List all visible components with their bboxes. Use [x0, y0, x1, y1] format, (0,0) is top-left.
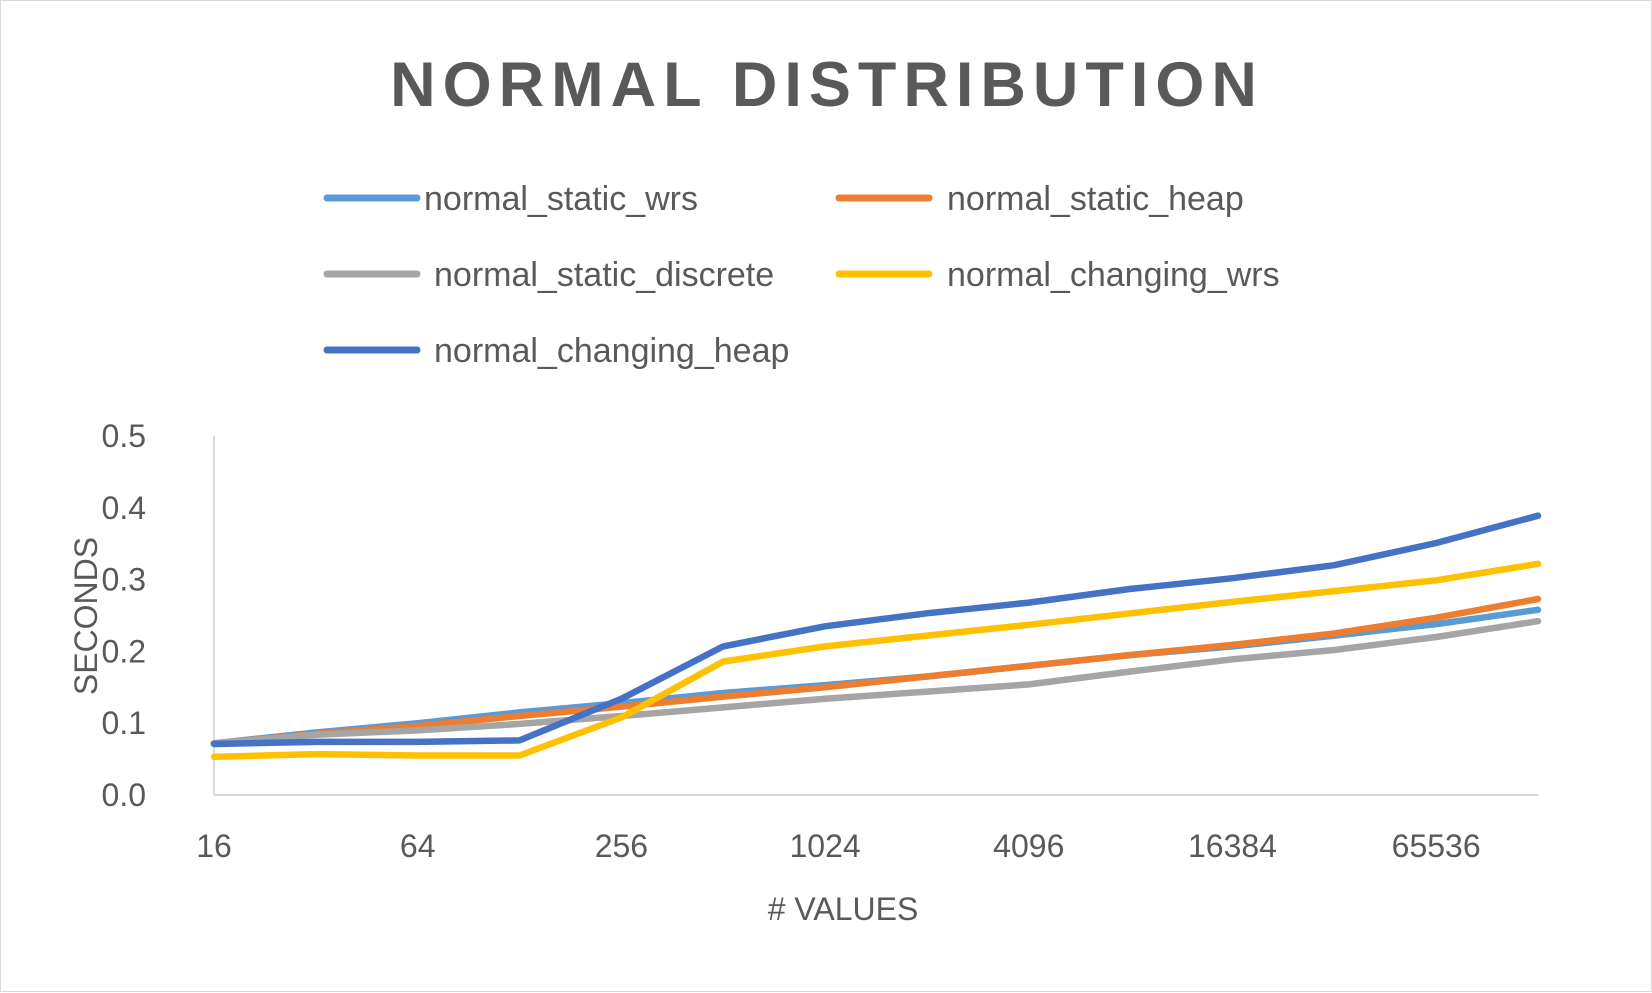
legend-label-normal-static-wrs: normal_static_wrs	[424, 180, 698, 218]
y-axis-title: SECONDS	[68, 537, 104, 695]
x-tick-label: 4096	[993, 828, 1064, 864]
y-tick-label: 0.2	[102, 633, 146, 669]
x-tick-label: 64	[400, 828, 436, 864]
y-tick-labels: 0.0 0.1 0.2 0.3 0.4 0.5	[102, 418, 146, 813]
series-line-normal-changing-heap	[210, 512, 1542, 748]
x-tick-labels: 16 64 256 1024 4096 16384 65536	[196, 828, 1480, 864]
y-tick-label: 0.1	[102, 705, 146, 741]
x-tick-label: 16384	[1188, 828, 1277, 864]
legend-label-normal-changing-wrs: normal_changing_wrs	[947, 256, 1280, 294]
y-tick-label: 0.3	[102, 562, 146, 598]
legend: normal_static_wrs normal_static_heapnorma…	[323, 180, 1280, 370]
series-line-normal-static-discrete	[210, 617, 1542, 747]
legend-label-normal-changing-heap: normal_changing_heap	[434, 332, 789, 370]
legend-label-normal-static-heap: normal_static_heap	[947, 180, 1244, 218]
x-tick-label: 16	[196, 828, 232, 864]
y-tick-label: 0.0	[102, 777, 146, 813]
series-line-normal-changing-wrs	[210, 560, 1542, 761]
x-tick-label: 256	[595, 828, 648, 864]
x-axis-title: # VALUES	[768, 891, 919, 927]
legend-label-normal-static-discrete: normal_static_discrete	[434, 256, 774, 294]
series-lines	[210, 512, 1542, 761]
chart-title: NORMAL DISTRIBUTION	[390, 50, 1264, 120]
y-tick-label: 0.4	[102, 490, 146, 526]
x-tick-label: 1024	[789, 828, 860, 864]
axes	[213, 436, 1538, 796]
x-tick-label: 65536	[1392, 828, 1481, 864]
y-tick-label: 0.5	[102, 418, 146, 454]
series-line-normal-static-heap	[210, 595, 1542, 747]
